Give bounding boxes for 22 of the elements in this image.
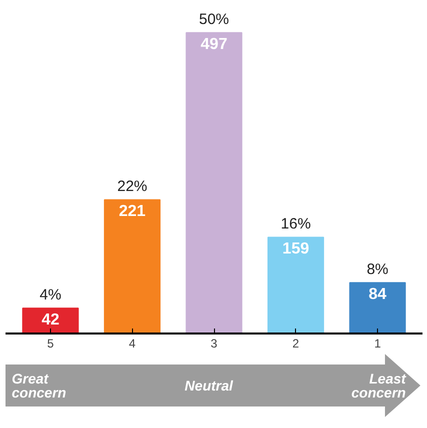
annotation: 50% xyxy=(198,11,230,28)
text: Least concern xyxy=(351,370,408,401)
text: Great concern xyxy=(12,370,66,401)
annotation: 8% xyxy=(366,261,388,278)
bar xyxy=(267,236,324,334)
data-label: 221 xyxy=(118,203,146,220)
annotation: 4% xyxy=(40,286,62,304)
data-label: 497 xyxy=(200,36,228,54)
data-label: 42 xyxy=(42,312,60,329)
bar xyxy=(104,199,161,334)
data-label: 84 xyxy=(368,286,387,304)
x-tick-label: 2 xyxy=(292,336,300,350)
annotation: 16% xyxy=(280,216,311,233)
data-label: 159 xyxy=(282,240,310,258)
x-tick-label: 3 xyxy=(210,336,218,350)
x-tick-label: 1 xyxy=(374,336,382,350)
bar xyxy=(186,32,242,334)
x-tick-label: 4 xyxy=(128,336,136,350)
bar xyxy=(349,282,406,334)
text: Neutral xyxy=(184,378,234,394)
x-tick-label: 5 xyxy=(47,336,54,350)
annotation: 22% xyxy=(117,178,148,196)
